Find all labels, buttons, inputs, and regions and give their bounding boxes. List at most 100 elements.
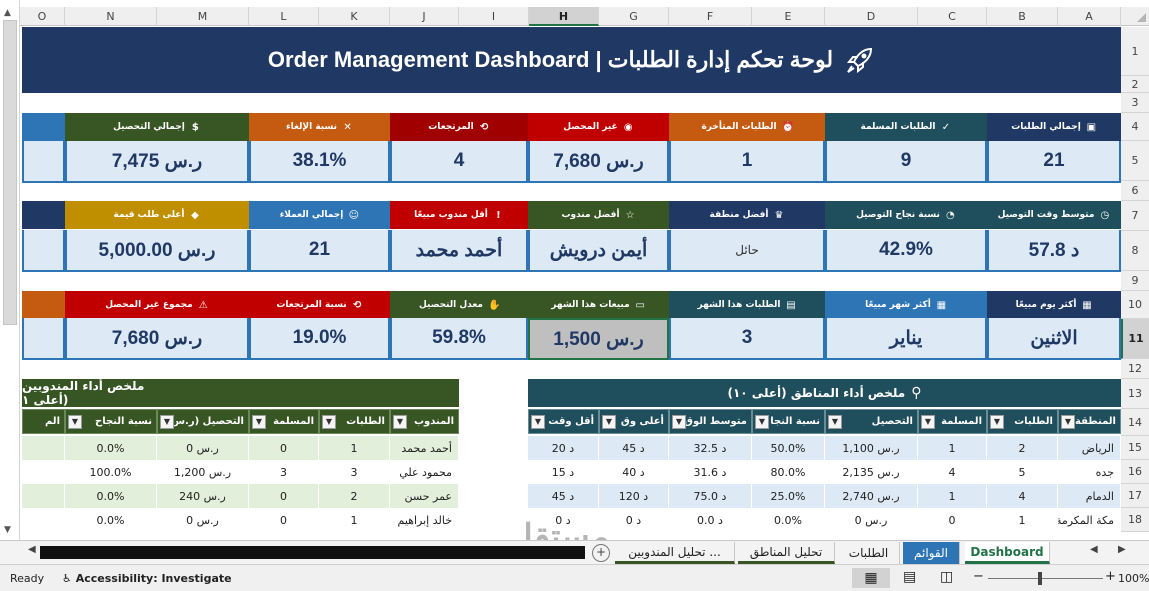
agents-table-cell[interactable]: 1: [319, 436, 390, 460]
column-header[interactable]: E: [752, 7, 825, 26]
regions-column-header[interactable]: ▼ أعلى وق: [599, 409, 669, 434]
agents-column-header[interactable]: ▼ المسلمة: [249, 409, 319, 434]
kpi-value[interactable]: 19.0%: [249, 318, 390, 360]
column-header[interactable]: G: [599, 7, 669, 26]
filter-dropdown-icon[interactable]: ▼: [828, 415, 842, 429]
column-header[interactable]: J: [390, 7, 459, 26]
kpi-value[interactable]: 57.8 د: [987, 230, 1121, 272]
regions-column-header[interactable]: ▼ الطلبات: [987, 409, 1058, 434]
column-header[interactable]: N: [65, 7, 157, 26]
row-header[interactable]: 16: [1121, 460, 1149, 484]
agents-table-cell[interactable]: 3: [249, 460, 319, 484]
filter-dropdown-icon[interactable]: ▼: [160, 415, 174, 429]
agents-table-cell[interactable]: 0: [249, 484, 319, 508]
regions-table-cell[interactable]: 80.0%: [752, 460, 825, 484]
regions-table-cell[interactable]: د 31.6: [669, 460, 752, 484]
zoom-slider-thumb[interactable]: [1038, 572, 1042, 585]
agents-column-header[interactable]: ▼ نسبة النجاح: [65, 409, 157, 434]
regions-table-cell[interactable]: 4: [918, 460, 987, 484]
regions-table-cell[interactable]: د 15: [528, 460, 599, 484]
kpi-value[interactable]: 38.1%: [249, 141, 390, 183]
filter-dropdown-icon[interactable]: ▼: [1061, 415, 1075, 429]
row-header[interactable]: 3: [1121, 93, 1149, 113]
regions-table-cell[interactable]: د 20: [528, 436, 599, 460]
regions-table-cell[interactable]: د 0.0: [669, 508, 752, 532]
scroll-up-icon[interactable]: ▲: [4, 8, 11, 18]
regions-table-cell[interactable]: الرياض: [1058, 436, 1121, 460]
kpi-value[interactable]: 42.9%: [825, 230, 987, 272]
kpi-value[interactable]: 21: [249, 230, 390, 272]
kpi-value[interactable]: 21: [987, 141, 1121, 183]
column-header[interactable]: A: [1058, 7, 1121, 26]
kpi-value[interactable]: حائل: [669, 230, 825, 272]
row-header[interactable]: 11: [1121, 319, 1149, 359]
filter-dropdown-icon[interactable]: ▼: [672, 415, 686, 429]
regions-table-cell[interactable]: د 45: [528, 484, 599, 508]
column-header[interactable]: B: [987, 7, 1058, 26]
agents-table-cell[interactable]: خالد إبراهيم: [390, 508, 459, 532]
column-header[interactable]: C: [918, 7, 987, 26]
sheet-tab[interactable]: الطلبات: [838, 542, 900, 564]
agents-table-cell[interactable]: محمود علي: [390, 460, 459, 484]
agents-table-cell[interactable]: 2: [319, 484, 390, 508]
kpi-value[interactable]: ر.س 7,680: [528, 141, 669, 183]
kpi-value[interactable]: 3: [669, 318, 825, 360]
filter-dropdown-icon[interactable]: ▼: [68, 415, 82, 429]
sheet-tab[interactable]: تحليل المندوبين ...: [615, 542, 735, 564]
page-layout-icon[interactable]: ▤: [903, 569, 917, 585]
row-header[interactable]: 6: [1121, 181, 1149, 201]
kpi-value[interactable]: 9: [825, 141, 987, 183]
row-header[interactable]: 4: [1121, 113, 1149, 141]
regions-table-cell[interactable]: 1: [987, 508, 1058, 532]
regions-table-cell[interactable]: د 75.0: [669, 484, 752, 508]
regions-column-header[interactable]: ▼ أقل وقت: [528, 409, 599, 434]
kpi-value[interactable]: ر.س 5,000.00: [65, 230, 249, 272]
row-header[interactable]: 7: [1121, 201, 1149, 231]
row-header[interactable]: 8: [1121, 231, 1149, 271]
zoom-in-icon[interactable]: +: [1105, 569, 1116, 584]
row-header[interactable]: 12: [1121, 359, 1149, 379]
agents-column-header[interactable]: ▼ المندوب: [390, 409, 459, 434]
column-header[interactable]: M: [157, 7, 249, 26]
column-header[interactable]: F: [669, 7, 752, 26]
column-header[interactable]: O: [20, 7, 65, 26]
normal-view-icon[interactable]: ▦: [852, 568, 890, 588]
column-header[interactable]: H: [529, 7, 599, 26]
regions-column-header[interactable]: ▼ التحصيل: [825, 409, 918, 434]
regions-table-cell[interactable]: 2: [987, 436, 1058, 460]
agents-table-cell[interactable]: عمر حسن: [390, 484, 459, 508]
row-header[interactable]: 2: [1121, 76, 1149, 93]
filter-dropdown-icon[interactable]: ▼: [393, 415, 407, 429]
agents-table-cell[interactable]: 0.0%: [65, 436, 157, 460]
regions-table-cell[interactable]: ر.س 2,135: [825, 460, 918, 484]
row-header[interactable]: 17: [1121, 484, 1149, 508]
select-all-corner[interactable]: [1121, 7, 1149, 26]
add-sheet-icon[interactable]: +: [592, 544, 610, 562]
filter-dropdown-icon[interactable]: ▼: [252, 415, 266, 429]
row-header[interactable]: 5: [1121, 141, 1149, 181]
kpi-value[interactable]: ر.س 7,475: [65, 141, 249, 183]
tab-scroll-right-icon[interactable]: ▶: [1118, 544, 1126, 555]
filter-dropdown-icon[interactable]: ▼: [322, 415, 336, 429]
kpi-value[interactable]: 1: [669, 141, 825, 183]
agents-table-cell[interactable]: 100.0%: [65, 460, 157, 484]
column-header[interactable]: K: [319, 7, 390, 26]
scroll-left-icon[interactable]: ◀: [28, 544, 36, 555]
agents-table-cell[interactable]: ر.س 1,200: [157, 460, 249, 484]
regions-table-cell[interactable]: 0: [918, 508, 987, 532]
kpi-value[interactable]: الاثنين: [987, 318, 1121, 360]
kpi-value[interactable]: 4: [390, 141, 528, 183]
regions-table-cell[interactable]: د 120: [599, 484, 669, 508]
zoom-level[interactable]: 100%: [1118, 572, 1149, 585]
row-header[interactable]: 14: [1121, 409, 1149, 436]
kpi-value[interactable]: يناير: [825, 318, 987, 360]
agents-column-header[interactable]: ▼ الطلبات: [319, 409, 390, 434]
regions-table-cell[interactable]: 5: [987, 460, 1058, 484]
filter-dropdown-icon[interactable]: ▼: [531, 415, 545, 429]
horizontal-scrollbar[interactable]: [40, 546, 585, 559]
column-header[interactable]: I: [459, 7, 529, 26]
row-header[interactable]: 1: [1121, 27, 1149, 76]
regions-table-cell[interactable]: د 40: [599, 460, 669, 484]
agents-table-cell[interactable]: 0: [249, 436, 319, 460]
regions-table-cell[interactable]: مكة المكرمة: [1058, 508, 1121, 532]
